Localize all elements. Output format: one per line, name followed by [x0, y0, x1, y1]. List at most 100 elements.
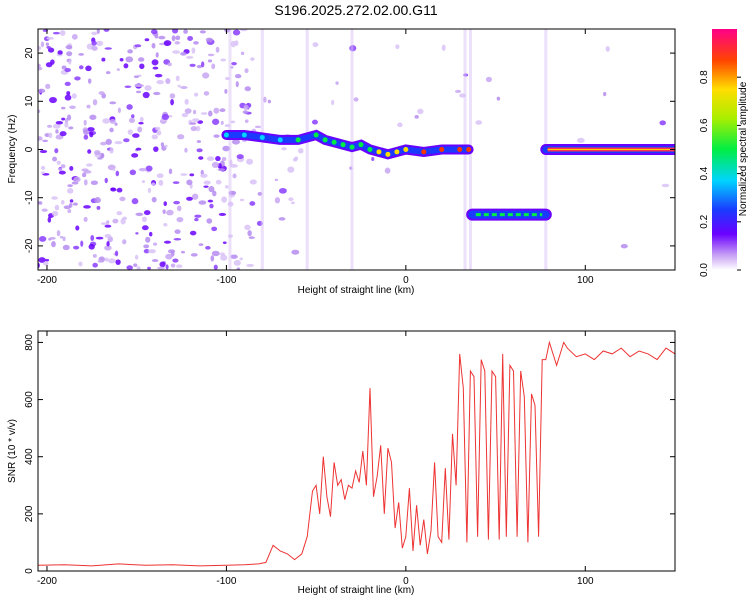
- heatmap-cell: [198, 156, 204, 160]
- heatmap-cell: [173, 200, 180, 205]
- heatmap-cell: [112, 168, 116, 171]
- heatmap-cell: [213, 134, 220, 138]
- heatmap-cell: [175, 35, 181, 41]
- heatmap-cell: [163, 201, 168, 207]
- colorbar-tick-label: 0.4: [699, 166, 710, 180]
- heatmap-cell: [174, 41, 181, 45]
- heatmap-cell: [131, 198, 139, 205]
- heatmap-cell: [89, 114, 97, 120]
- heatmap-cell: [215, 155, 221, 162]
- track-core: [223, 131, 472, 158]
- heatmap-cell: [38, 109, 41, 114]
- heatmap-cell: [208, 110, 213, 117]
- heatmap-cell: [47, 216, 52, 223]
- heatmap-cell: [239, 257, 243, 261]
- heatmap-cell: [198, 243, 204, 247]
- colorbar-tick-label: 0.0: [699, 263, 710, 277]
- heatmap-cell: [127, 129, 133, 135]
- heatmap-cell: [68, 59, 72, 65]
- heatmap-cell: [172, 181, 180, 184]
- heatmap-cell: [194, 214, 202, 218]
- heatmap-cell: [222, 241, 227, 244]
- heatmap-cell: [151, 134, 158, 140]
- heatmap-cell: [135, 212, 144, 217]
- colorbar-tick-label: 0.8: [699, 70, 710, 84]
- track-peak: [376, 149, 382, 155]
- heatmap-cell: [143, 244, 150, 249]
- heatmap-cell: [154, 73, 163, 78]
- heatmap-cell: [100, 222, 109, 226]
- heatmap-cell: [137, 57, 145, 62]
- heatmap-cell: [184, 108, 192, 114]
- heatmap-cell: [87, 78, 92, 84]
- colorbar-label: Normalized spectral amplitude: [738, 81, 749, 216]
- heatmap-cell: [67, 209, 72, 214]
- heatmap-cell: [247, 230, 252, 237]
- heatmap-cell: [159, 261, 166, 268]
- heatmap-cell: [220, 58, 227, 62]
- heatmap-cell: [83, 205, 91, 209]
- heatmap-cell: [175, 75, 180, 82]
- heatmap-cell: [215, 179, 222, 185]
- track-peak: [241, 132, 247, 138]
- heatmap-cell: [89, 131, 94, 138]
- heatmap-cell: [194, 218, 199, 222]
- heatmap-cell: [190, 126, 197, 132]
- heatmap-cell: [151, 59, 159, 66]
- heatmap-cell: [233, 259, 241, 266]
- heatmap-cell: [236, 154, 244, 160]
- heatmap-cell: [297, 148, 304, 154]
- heatmap-cell: [92, 262, 98, 268]
- heatmap-cell: [156, 80, 164, 85]
- top-ylabel: Frequency (Hz): [7, 115, 18, 184]
- heatmap-cell: [158, 35, 166, 40]
- heatmap-cell: [236, 267, 241, 270]
- heatmap-cell: [211, 63, 216, 70]
- heatmap-cell: [56, 230, 61, 237]
- heatmap-streak: [260, 29, 264, 270]
- heatmap-cell: [38, 257, 46, 263]
- snr-panel: -200 -100 0 100 0 200 400 600 800 Height of stra…: [7, 330, 676, 596]
- bottom-ytick-label: 400: [24, 448, 35, 465]
- heatmap-cell: [49, 236, 56, 240]
- heatmap-cell: [78, 261, 83, 267]
- heatmap-cell: [41, 171, 45, 174]
- heatmap-cell: [68, 126, 74, 130]
- heatmap-cell: [165, 78, 171, 84]
- heatmap-cell: [61, 65, 67, 70]
- heatmap-cell: [196, 148, 203, 153]
- heatmap-cell: [114, 140, 123, 145]
- heatmap-cell: [229, 164, 238, 168]
- colorbar: 0.0 0.2 0.4 0.6 0.8 Normalized spectral ampl…: [699, 29, 749, 277]
- heatmap-cell: [52, 31, 60, 35]
- heatmap-cell: [200, 112, 208, 115]
- heatmap-cell: [180, 86, 188, 89]
- heatmap-cell: [170, 263, 176, 268]
- top-ytick-label: 0: [24, 146, 35, 152]
- heatmap-cell: [211, 118, 220, 125]
- bottom-xtick-label: 100: [577, 576, 594, 587]
- heatmap-cell: [64, 81, 71, 87]
- heatmap-cell: [198, 200, 207, 205]
- track-peak: [322, 137, 328, 143]
- heatmap-cell: [54, 204, 60, 211]
- heatmap-cell: [163, 223, 168, 227]
- bottom-xtick-label: -200: [37, 576, 57, 587]
- heatmap-cell: [46, 124, 53, 128]
- heatmap-cell: [235, 81, 239, 88]
- heatmap-cell: [221, 196, 228, 203]
- heatmap-cell: [158, 179, 164, 186]
- heatmap-cell: [239, 198, 245, 202]
- heatmap-cell: [109, 101, 117, 105]
- heatmap-cell: [177, 134, 185, 140]
- heatmap-cell: [45, 42, 50, 47]
- heatmap-cell: [193, 41, 199, 45]
- heatmap-cell: [103, 29, 110, 32]
- heatmap-cell: [181, 112, 189, 118]
- heatmap-cell: [163, 240, 172, 244]
- heatmap-cell: [267, 99, 272, 104]
- heatmap-cell: [61, 106, 66, 110]
- bottom-ytick-label: 0: [24, 568, 35, 574]
- heatmap-cell: [186, 196, 193, 201]
